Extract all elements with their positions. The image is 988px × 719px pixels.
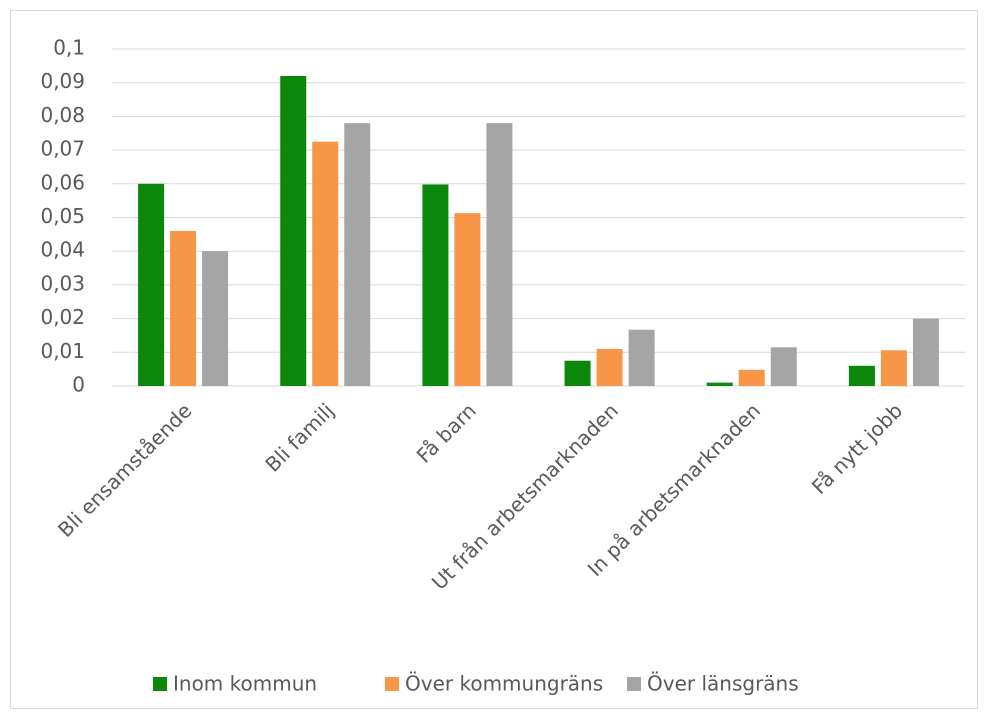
bar [202, 251, 229, 386]
legend-label: Inom kommun [173, 672, 317, 696]
legend-label: Över länsgräns [647, 672, 799, 696]
y-tick-label: 0,03 [40, 271, 85, 295]
bar [486, 123, 513, 386]
y-tick-label: 0,08 [40, 103, 85, 127]
y-tick-label: 0 [72, 373, 85, 397]
y-tick-label: 0,06 [40, 170, 85, 194]
y-tick-label: 0,07 [40, 137, 85, 161]
bar [880, 350, 907, 386]
legend-swatch [627, 677, 641, 691]
legend-swatch [385, 677, 399, 691]
y-tick-label: 0,01 [40, 339, 85, 363]
y-tick-label: 0,02 [40, 305, 85, 329]
bar [280, 75, 307, 387]
bar [770, 347, 797, 386]
bar [848, 365, 875, 386]
bar [706, 382, 733, 386]
legend-swatch [153, 677, 167, 691]
y-tick-label: 0,1 [53, 36, 85, 60]
legend-label: Över kommungräns [405, 672, 603, 696]
bar [454, 213, 481, 386]
bar [312, 141, 339, 386]
bar [138, 183, 165, 386]
bar [596, 348, 623, 386]
bar [628, 329, 655, 386]
bar [912, 318, 939, 386]
y-tick-label: 0,09 [40, 69, 85, 93]
y-tick-label: 0,05 [40, 204, 85, 228]
y-tick-label: 0,04 [40, 238, 85, 262]
bar [344, 123, 371, 386]
bar [170, 230, 197, 386]
bar [738, 369, 765, 386]
bar [422, 184, 449, 386]
bar [564, 360, 591, 386]
